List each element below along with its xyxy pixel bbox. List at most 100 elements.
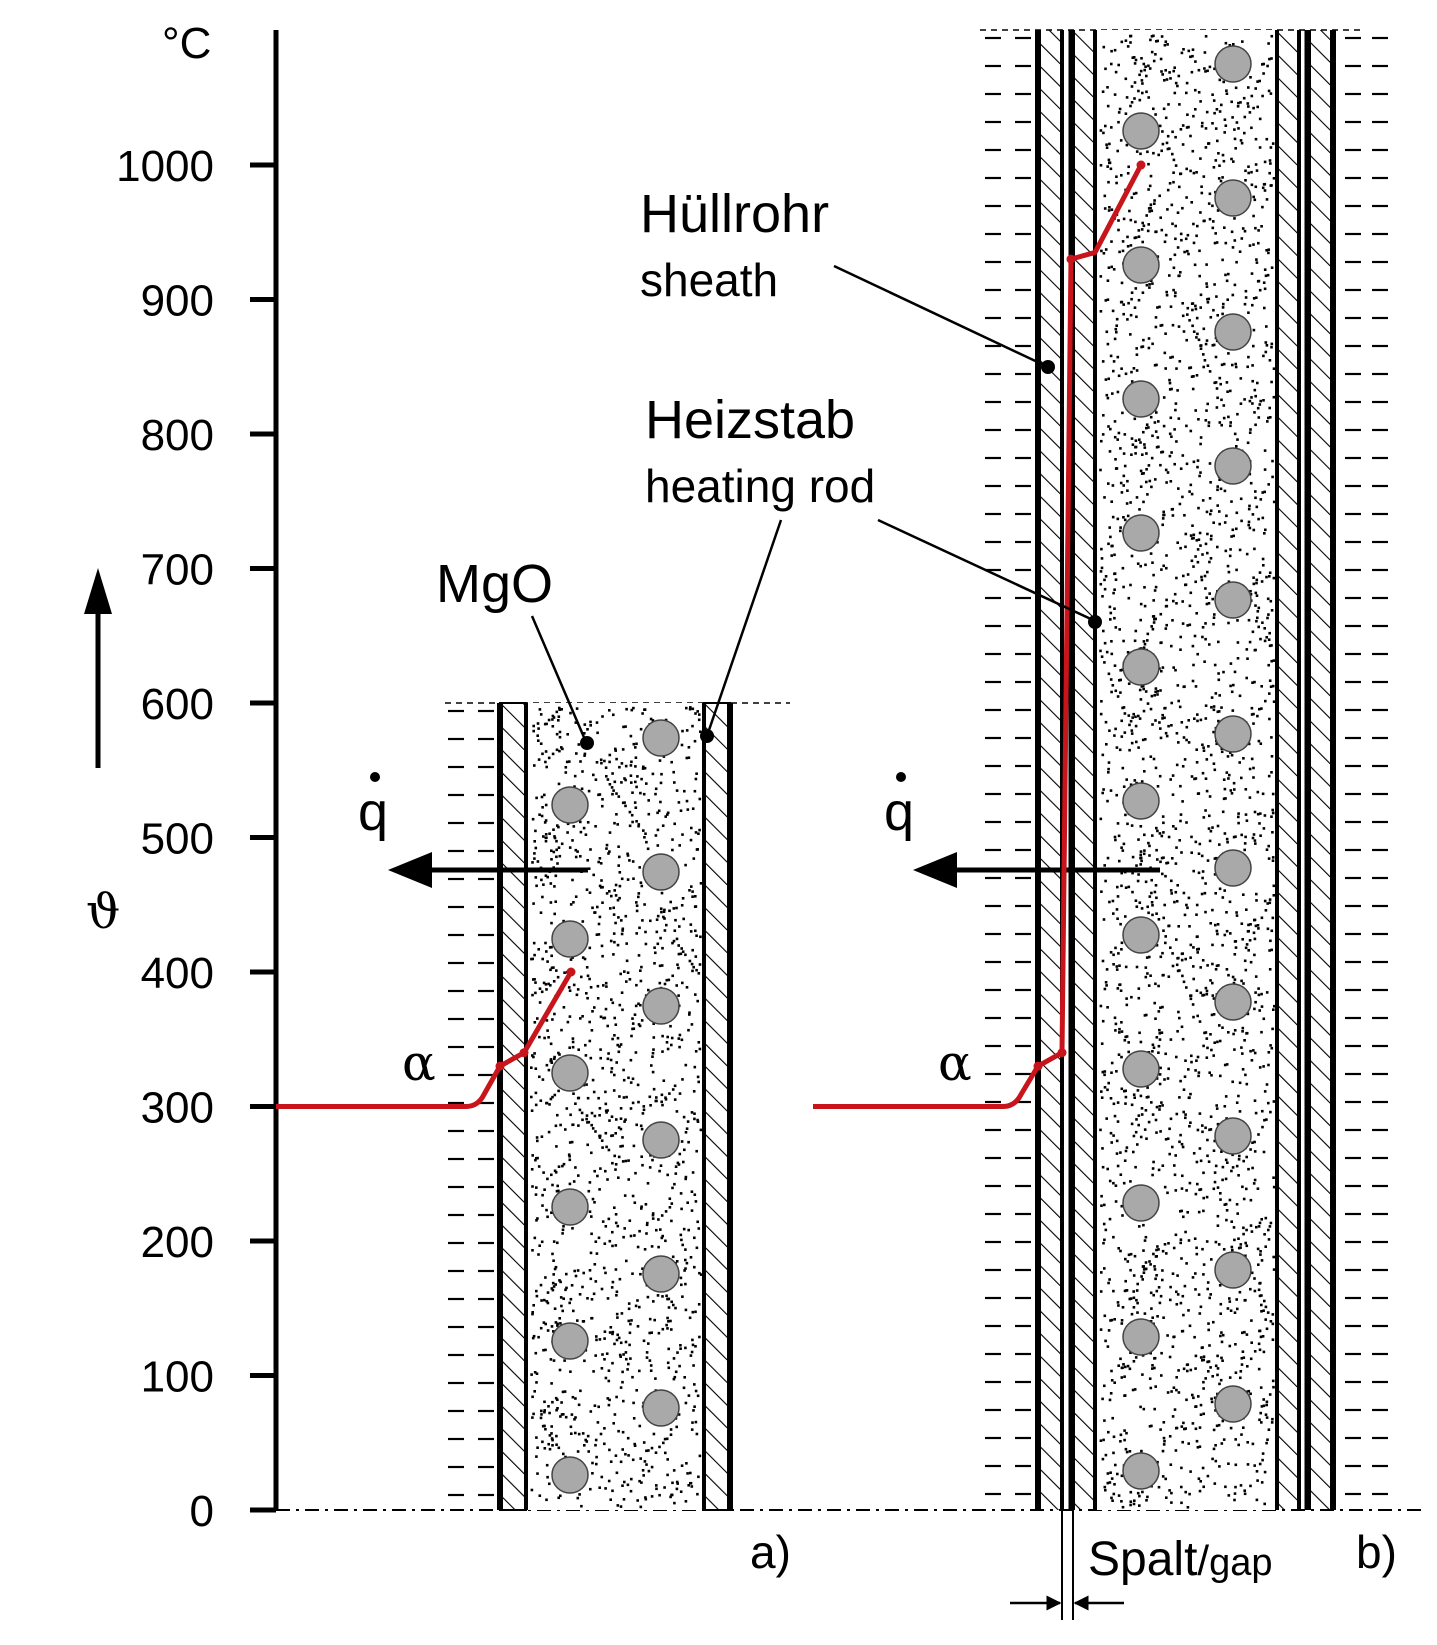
heating-wire-bead	[1122, 380, 1160, 418]
axis-tick-label: 300	[141, 1084, 214, 1133]
heating-wire-bead	[1214, 313, 1252, 351]
heat-flux-label-a: q	[358, 782, 388, 842]
heating-wire-bead	[642, 853, 680, 891]
profile-node	[519, 1048, 529, 1058]
mgo-leader	[530, 615, 588, 743]
axis-tick-label: 700	[141, 546, 214, 595]
heating-wire-bead	[1214, 849, 1252, 887]
heating-wire-beads-b	[1122, 45, 1252, 1490]
heating-wire-bead	[1122, 112, 1160, 150]
panel-a-label: a)	[750, 1526, 791, 1578]
rod-wall-b-right	[1277, 30, 1299, 1510]
heating-wire-bead	[642, 1121, 680, 1159]
fluid-dashes-a	[448, 709, 494, 1497]
rod-leader-b	[877, 518, 1094, 622]
alpha-label-a: α	[402, 1034, 436, 1092]
heating-wire-bead	[1214, 1251, 1252, 1289]
temperature-profile-a	[276, 970, 574, 1109]
sheath-wall-a-left	[499, 702, 527, 1511]
panel-b: q α Hüllrohr sheath Heizstab heating rod…	[640, 29, 1397, 1620]
heating-wire-bead	[1122, 1184, 1160, 1222]
heating-wire-bead	[1214, 179, 1252, 217]
profile-node	[1057, 1048, 1067, 1058]
heating-wire-bead	[1214, 581, 1252, 619]
axis-tick-label: 0	[190, 1487, 214, 1536]
axis-tick-label: 100	[141, 1353, 214, 1402]
axis-tick-label: 600	[141, 680, 214, 729]
rod-label-en: heating rod	[645, 460, 875, 512]
temperature-profile-b	[813, 163, 1144, 1109]
profile-node	[1033, 1061, 1043, 1071]
heating-wire-bead	[1122, 916, 1160, 954]
sheath-leader	[833, 264, 1047, 368]
rod-label-de: Heizstab	[645, 390, 855, 450]
heating-wire-bead	[551, 1456, 589, 1494]
heating-wire-bead	[551, 920, 589, 958]
heat-flux-dot-b	[896, 772, 906, 782]
heating-wire-bead	[1122, 1452, 1160, 1490]
heating-wire-bead	[1122, 1050, 1160, 1088]
sheath-label-en: sheath	[640, 254, 778, 306]
heat-flux-dot-a	[370, 772, 380, 782]
profile-b-nodes	[1033, 160, 1146, 1071]
heat-flux-arrowhead-b	[913, 852, 957, 888]
mgo-leader-dot	[580, 736, 594, 750]
mgo-label: MgO	[436, 554, 553, 614]
sheath-wall-b-right	[1309, 30, 1333, 1510]
axis-tick-label: 800	[141, 411, 214, 460]
heating-wire-bead	[1214, 447, 1252, 485]
heating-wire-bead	[1214, 1385, 1252, 1423]
heating-wire-bead	[642, 719, 680, 757]
axis-ticks: 0 100 200 300 400 500 600 700 800 900 1000	[116, 142, 276, 1536]
sheath-label-de: Hüllrohr	[640, 184, 829, 244]
profile-node	[1136, 160, 1146, 170]
heating-wire-bead	[551, 1054, 589, 1092]
axis-tick-label: 400	[141, 949, 214, 998]
heat-flux-arrowhead-a	[388, 852, 432, 888]
heating-wire-bead	[1122, 514, 1160, 552]
mgo-stipple-a	[530, 706, 703, 1509]
rod-leader-dot-a	[700, 729, 714, 743]
heating-wire-beads-a	[551, 719, 680, 1494]
axis-symbol: ϑ	[86, 884, 120, 940]
sheath-wall-b-left	[1038, 30, 1062, 1510]
heating-wire-bead	[1122, 648, 1160, 686]
axis-tick-label: 900	[141, 277, 214, 326]
heating-wire-bead	[642, 1255, 680, 1293]
axis-tick-label: 1000	[116, 142, 214, 191]
axis-tick-label: 200	[141, 1218, 214, 1267]
heating-wire-bead	[1122, 1318, 1160, 1356]
heating-wire-bead	[642, 987, 680, 1025]
heating-wire-bead	[1214, 45, 1252, 83]
profile-a-nodes	[495, 967, 576, 1071]
rod-leader-a	[706, 519, 783, 734]
heat-flux-label-b: q	[884, 782, 914, 842]
profile-node	[495, 1061, 505, 1071]
sheath-wall-a-right	[703, 702, 731, 1511]
sheath-leader-dot	[1041, 360, 1055, 374]
rod-wall-b-left	[1073, 30, 1095, 1510]
axis-tick-label: 500	[141, 815, 214, 864]
panel-b-label: b)	[1356, 1526, 1397, 1578]
alpha-label-b: α	[938, 1034, 972, 1092]
profile-node	[566, 967, 576, 977]
heating-wire-bead	[1122, 246, 1160, 284]
axis-unit-label: °C	[162, 19, 211, 68]
axis-direction-arrowhead	[84, 568, 112, 614]
heating-wire-bead	[551, 786, 589, 824]
heating-wire-bead	[1122, 782, 1160, 820]
heating-wire-bead	[551, 1188, 589, 1226]
heating-wire-bead	[551, 1322, 589, 1360]
heating-wire-bead	[1214, 1117, 1252, 1155]
fluid-dashes-b-right	[1345, 36, 1388, 1496]
fluid-dashes-b-left	[985, 36, 1031, 1496]
temperature-axis: °C 0 100 200 300 400 500 600 700 800 900 1000 ϑ	[84, 19, 279, 1536]
heating-wire-bead	[642, 1389, 680, 1427]
rod-leader-dot-b	[1088, 615, 1102, 629]
heating-wire-bead	[1214, 715, 1252, 753]
panel-a: q α a) MgO	[276, 554, 791, 1578]
gap-label: Spalt/gap	[1088, 1533, 1272, 1586]
heating-wire-bead	[1214, 983, 1252, 1021]
profile-node	[1066, 254, 1076, 264]
